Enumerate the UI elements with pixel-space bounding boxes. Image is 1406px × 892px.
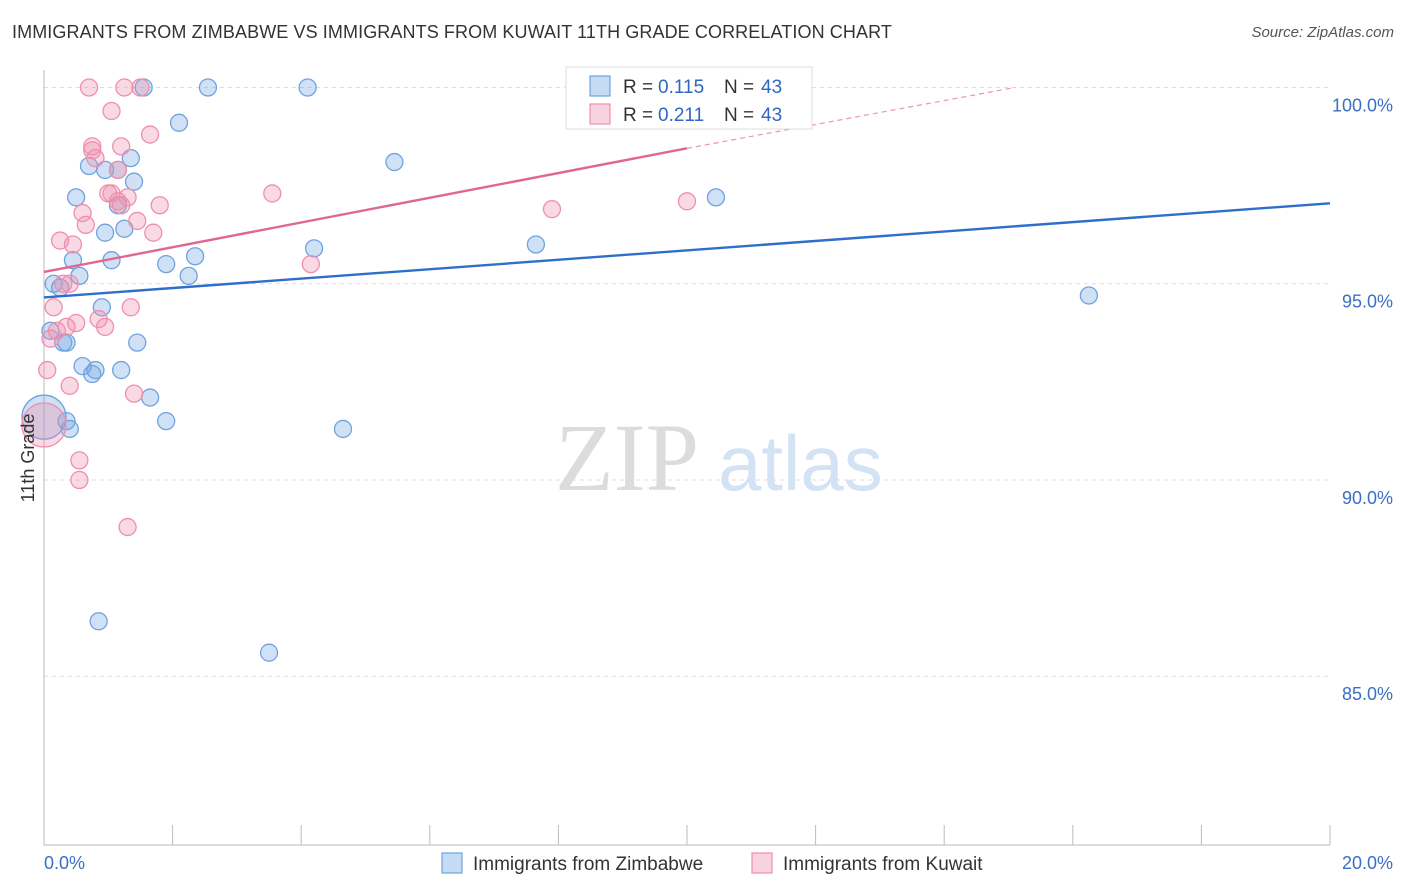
zimbabwe-point — [304, 239, 324, 258]
kuwait-point — [38, 360, 57, 380]
y-tick-label: 95.0% — [1342, 292, 1393, 312]
zimbabwe-point — [298, 78, 317, 97]
kuwait-point — [115, 78, 134, 97]
legend-n-label: N = — [724, 105, 754, 126]
y-tick-label: 100.0% — [1332, 95, 1393, 115]
axes: 100.0% 95.0% 90.0% 85.0% 0.0% 20.0% — [43, 70, 1393, 873]
zimbabwe-point — [89, 612, 108, 631]
zimbabwe-point — [95, 223, 115, 242]
trendlines — [43, 86, 1331, 299]
kuwait-point — [70, 451, 89, 470]
zimbabwe-point — [385, 152, 404, 172]
zimbabwe-point — [67, 188, 86, 207]
kuwait-point — [73, 203, 92, 223]
kuwait-point — [86, 148, 105, 168]
legend-r-label: R = — [623, 77, 653, 98]
kuwait-trendline — [43, 147, 688, 274]
legend-r-label: R = — [623, 105, 653, 126]
gridlines — [44, 86, 1330, 677]
zimbabwe-point — [706, 188, 726, 207]
chart-title: IMMIGRANTS FROM ZIMBABWE VS IMMIGRANTS F… — [12, 22, 892, 42]
zimbabwe-point — [112, 360, 131, 380]
kuwait-bottom-legend-swatch — [751, 852, 773, 874]
kuwait-point — [150, 196, 169, 215]
kuwait-point — [124, 384, 144, 403]
kuwait-point — [118, 517, 137, 537]
chart-source: Source: ZipAtlas.com — [1251, 24, 1394, 41]
kuwait-point — [144, 223, 163, 242]
zimbabwe-point — [95, 160, 115, 180]
kuwait-point — [47, 321, 67, 340]
kuwait-point — [54, 274, 73, 293]
zimbabwe-point — [526, 235, 546, 254]
zimbabwe-point — [185, 247, 205, 266]
kuwait-point — [60, 376, 79, 395]
x-tick-label-left: 0.0% — [44, 853, 85, 873]
kuwait-bottom-legend-label: Immigrants from Kuwait — [783, 854, 983, 875]
zimbabwe-point — [157, 411, 176, 431]
kuwait-point — [131, 78, 150, 97]
legend-r-value: 0.115 — [658, 77, 704, 98]
kuwait-point — [118, 188, 137, 207]
zimbabwe-trendline — [43, 202, 1331, 299]
zimbabwe-point — [1079, 286, 1099, 305]
kuwait-point — [108, 160, 128, 180]
watermark-zip: ZIP — [555, 404, 699, 511]
kuwait-point — [121, 298, 140, 317]
y-tick-label: 85.0% — [1342, 684, 1393, 704]
zimbabwe-point — [157, 254, 176, 274]
kuwait-point — [263, 184, 282, 203]
zimbabwe-point — [92, 298, 112, 317]
zimbabwe-bottom-legend-swatch — [441, 852, 463, 874]
legend-n-label: N = — [724, 77, 754, 98]
zimbabwe-point — [124, 172, 144, 191]
legend-r-value: 0.211 — [658, 105, 704, 126]
kuwait-legend-swatch — [589, 103, 611, 125]
watermark-atlas: atlas — [718, 419, 883, 507]
kuwait-point — [76, 215, 95, 235]
kuwait-trendline-extension — [686, 86, 1016, 149]
zimbabwe-point — [169, 113, 189, 132]
zimbabwe-point — [259, 643, 279, 662]
zimbabwe-point — [86, 360, 105, 380]
kuwait-point — [128, 211, 147, 231]
legend-n-value: 43 — [761, 105, 782, 126]
kuwait-point — [57, 317, 76, 337]
zimbabwe-point — [333, 419, 353, 439]
kuwait-point — [44, 298, 63, 317]
kuwait-point — [102, 101, 121, 121]
zimbabwe-point — [128, 333, 147, 352]
y-tick-label: 90.0% — [1342, 488, 1393, 508]
legend-box — [565, 66, 813, 130]
kuwait-point — [67, 313, 86, 333]
kuwait-point — [677, 192, 697, 211]
kuwait-point — [301, 254, 320, 274]
bottom-legend: Immigrants from Zimbabwe Immigrants from … — [441, 852, 983, 875]
watermark: ZIP atlas — [555, 404, 883, 511]
data-points — [21, 78, 1099, 662]
kuwait-point — [60, 274, 79, 293]
kuwait-point — [112, 137, 131, 156]
zimbabwe-point — [198, 78, 218, 97]
zimbabwe-point — [179, 266, 198, 286]
zimbabwe-point — [121, 148, 140, 168]
legend: R = 0.115 N = 43 R = 0.211 N = 43 — [565, 66, 813, 130]
kuwait-point — [140, 125, 160, 144]
legend-n-value: 43 — [761, 77, 782, 98]
kuwait-point — [79, 78, 99, 97]
y-axis-label: 11th Grade — [18, 414, 38, 503]
kuwait-point — [70, 470, 89, 490]
zimbabwe-bottom-legend-label: Immigrants from Zimbabwe — [473, 854, 703, 875]
kuwait-point — [63, 235, 83, 254]
kuwait-point — [83, 137, 102, 156]
kuwait-point — [95, 317, 115, 337]
zimbabwe-legend-swatch — [589, 75, 611, 97]
kuwait-point — [21, 402, 67, 448]
zimbabwe-point — [140, 388, 160, 407]
kuwait-point — [542, 199, 562, 219]
x-tick-label-right: 20.0% — [1342, 853, 1393, 873]
